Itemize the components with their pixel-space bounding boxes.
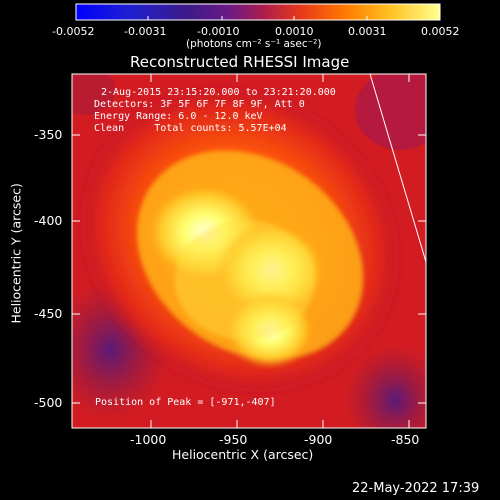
peak-position: Position of Peak = [-971,-407]: [95, 397, 276, 408]
y-tick-label: -450: [34, 306, 63, 321]
y-ticks: [72, 134, 426, 404]
info-method-counts: Clean Total counts: 5.57E+04: [94, 123, 287, 134]
colorbar-tick-label: 0.0052: [421, 25, 460, 38]
x-axis-label: Heliocentric X (arcsec): [172, 447, 314, 462]
x-tick-label: -1000: [130, 432, 167, 447]
colorbar-ticks: [75, 16, 441, 20]
x-tick-label: -900: [304, 432, 333, 447]
colorbar-units: (photons cm⁻² s⁻¹ asec⁻²): [186, 38, 322, 50]
solar-limb-line: [369, 74, 426, 263]
y-tick-label: -500: [34, 395, 63, 410]
info-time-range: 2-Aug-2015 23:15:20.000 to 23:21:20.000: [101, 87, 336, 98]
x-tick-label: -950: [219, 432, 248, 447]
y-tick-label: -350: [34, 127, 63, 142]
colorbar-tick-label: 0.0010: [275, 25, 314, 38]
timestamp: 22-May-2022 17:39: [352, 481, 480, 496]
y-axis-label: Heliocentric Y (arcsec): [8, 183, 24, 324]
colorbar: [75, 3, 441, 21]
info-detectors: Detectors: 3F 5F 6F 7F 8F 9F, Att 0: [94, 99, 305, 110]
x-ticks: [150, 74, 410, 428]
info-energy: Energy Range: 6.0 - 12.0 keV: [94, 111, 263, 122]
colorbar-tick-label: -0.0052: [52, 25, 95, 38]
y-tick-label: -400: [34, 213, 63, 228]
plot-title: Reconstructed RHESSI Image: [130, 53, 350, 71]
colorbar-tick-label: 0.0031: [348, 25, 387, 38]
colorbar-tick-label: -0.0031: [124, 25, 167, 38]
x-tick-label: -850: [391, 432, 420, 447]
plot-frame: [71, 73, 427, 429]
rhessi-image: [72, 74, 426, 428]
colorbar-tick-label: -0.0010: [197, 25, 240, 38]
